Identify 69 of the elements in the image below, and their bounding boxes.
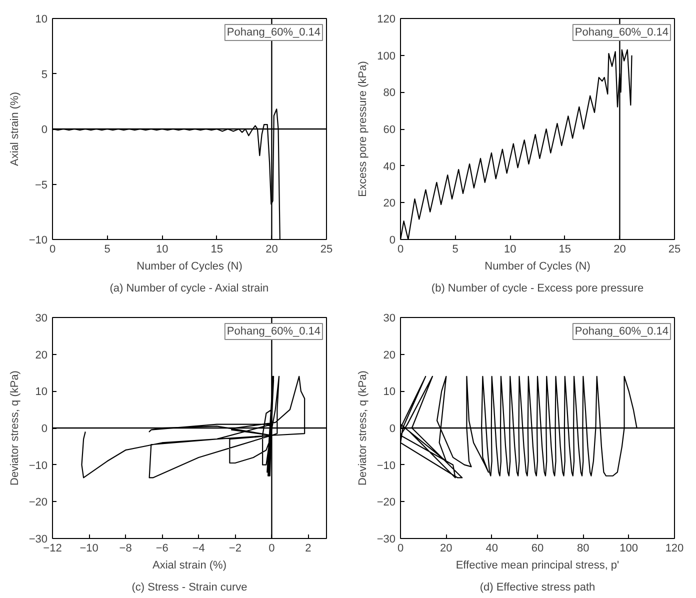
x-tick-label: −6 (156, 542, 168, 554)
y-tick-label: 0 (389, 423, 396, 435)
x-tick-label: 0 (268, 542, 275, 554)
x-tick-label: 0 (397, 244, 404, 256)
y-tick-label: 120 (377, 14, 396, 26)
y-tick-label: 0 (41, 423, 48, 435)
y-tick-label: 40 (383, 160, 396, 173)
y-tick-label: −20 (28, 496, 48, 509)
y-tick-label: 100 (377, 50, 396, 62)
y-tick-label: 20 (383, 349, 396, 362)
x-tick-label: 20 (440, 542, 452, 554)
x-tick-label: 0 (397, 542, 404, 554)
x-tick-label: 10 (156, 244, 168, 256)
y-tick-label: 60 (383, 124, 396, 136)
x-tick-label: 15 (558, 244, 572, 256)
y-tick-label: 10 (35, 14, 48, 26)
x-tick-label: 20 (266, 244, 278, 256)
y-tick-label: 5 (41, 68, 48, 81)
y-tick-label: 10 (383, 386, 396, 398)
y-tick-label: 80 (383, 87, 396, 100)
x-tick-label: 5 (452, 244, 458, 256)
x-tick-label: 2 (305, 542, 312, 554)
y-axis-title: Deviator stress, q (kPa) (8, 370, 21, 486)
x-tick-label: −4 (192, 542, 205, 554)
y-tick-label: −20 (376, 496, 396, 509)
y-tick-label: −30 (28, 534, 48, 546)
y-tick-label: −5 (34, 179, 48, 192)
x-tick-label: 80 (577, 542, 590, 554)
x-tick-label: 60 (531, 542, 544, 554)
y-tick-label: −10 (28, 234, 48, 246)
x-tick-label: 15 (210, 244, 224, 256)
y-axis-title: Excess pore pressure (kPa) (357, 61, 370, 197)
text: (c) Stress - Strain curve (132, 582, 248, 594)
annotation: Pohang_60%_0.14 (574, 326, 669, 338)
y-tick-label: −10 (376, 460, 396, 472)
annotation: Pohang_60%_0.14 (574, 26, 669, 38)
annotation: Pohang_60%_0.14 (226, 326, 321, 338)
y-tick-label: 0 (41, 124, 48, 136)
x-axis-title: Effective mean principal stress, p' (456, 560, 620, 572)
x-tick-label: 25 (320, 244, 333, 256)
x-tick-label: −12 (43, 542, 62, 554)
x-tick-label: 5 (104, 244, 110, 256)
x-tick-label: 0 (49, 244, 56, 256)
y-tick-label: 0 (389, 234, 396, 246)
x-tick-label: 120 (665, 542, 684, 554)
x-axis-title: Axial strain (%) (152, 560, 226, 572)
y-tick-label: −10 (28, 460, 48, 472)
x-tick-label: 40 (486, 542, 498, 554)
y-axis-title: Deviator stress, q (kPa) (356, 370, 369, 486)
x-axis-title: Number of Cycles (N) (136, 260, 242, 272)
text: (d) Effective stress path (480, 582, 596, 594)
x-axis-title: Number of Cycles (N) (484, 260, 590, 272)
y-tick-label: 20 (35, 349, 48, 362)
y-tick-label: 10 (35, 386, 48, 398)
x-tick-label: 25 (668, 244, 681, 256)
x-tick-label: 10 (504, 244, 516, 256)
y-tick-label: 20 (383, 198, 396, 210)
x-tick-label: −8 (119, 542, 132, 554)
y-tick-label: 30 (383, 312, 396, 324)
y-axis-title: Axial strain (%) (8, 92, 21, 166)
y-tick-label: 30 (35, 312, 48, 324)
text: (b) Number of cycle - Excess pore pressure (431, 282, 644, 294)
annotation: Pohang_60%_0.14 (226, 26, 321, 38)
y-tick-label: −30 (376, 534, 396, 546)
x-tick-label: −10 (80, 542, 98, 554)
text: (a) Number of cycle - Axial strain (110, 282, 269, 294)
x-tick-label: 20 (614, 244, 626, 256)
x-tick-label: −2 (228, 542, 242, 554)
x-tick-label: 100 (620, 542, 638, 554)
